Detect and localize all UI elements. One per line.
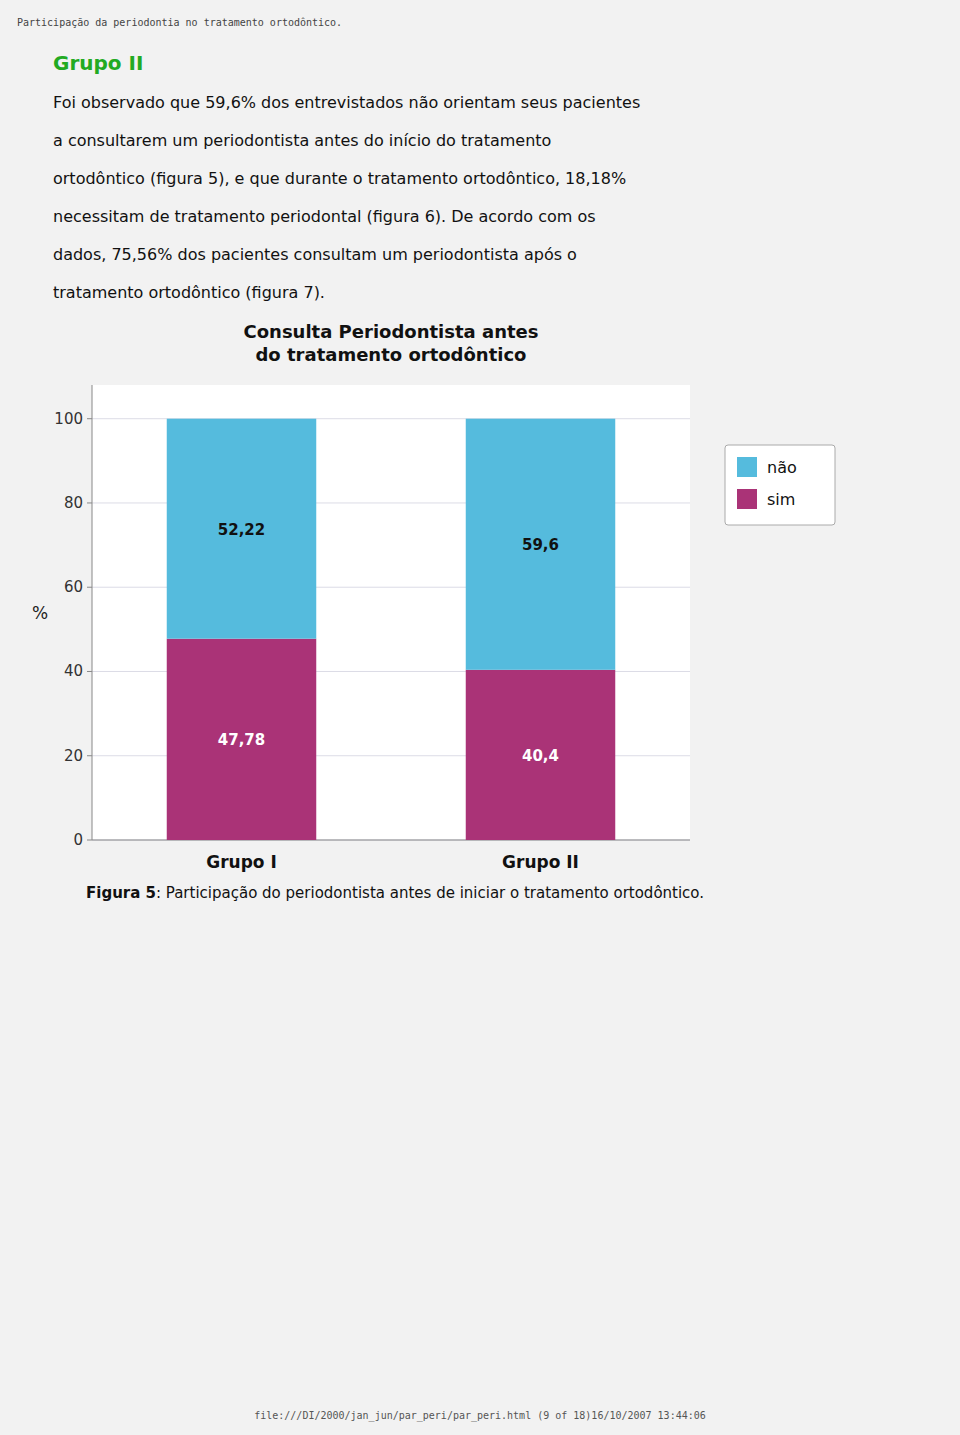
chart-title-line: Consulta Periodontista antes [244, 321, 539, 342]
y-tick-label: 60 [64, 578, 83, 596]
caption: Figura 5: Participação do periodontista … [86, 884, 704, 902]
body-line: Foi observado que 59,6% dos entrevistado… [53, 93, 640, 112]
y-tick-label: 0 [73, 831, 83, 849]
legend-entry: não [767, 458, 797, 477]
data-labels: 47,78 40,4 52,22 59,6 [218, 521, 559, 765]
page-background [0, 0, 960, 1435]
y-tick [87, 671, 92, 672]
data-label: 47,78 [218, 731, 265, 749]
bar [466, 670, 616, 840]
y-tick [87, 840, 92, 841]
body-line: necessitam de tratamento periodontal (fi… [53, 207, 596, 226]
y-tick-label: 40 [64, 662, 83, 680]
header: Participação da periodontia no tratament… [17, 17, 342, 28]
x-tick-label: Grupo I [206, 852, 277, 872]
y-tick-label: 20 [64, 747, 83, 765]
y-tick-label: 80 [64, 494, 83, 512]
page: Participação da periodontia no tratament… [0, 0, 960, 1435]
y-axis [92, 385, 93, 840]
y-tick [87, 418, 92, 419]
bars [167, 419, 616, 840]
legend-swatch [737, 457, 757, 477]
y-tick [87, 755, 92, 756]
x-tick-label: Grupo II [502, 852, 579, 872]
y-tick [87, 502, 92, 503]
data-label: 59,6 [522, 536, 559, 554]
bar [466, 419, 616, 670]
heading: Grupo II [53, 51, 143, 75]
plot-area [92, 385, 690, 840]
caption-rest: : Participação do periodontista antes de… [156, 884, 704, 902]
y-tick-label: 100 [54, 410, 83, 428]
body-line: a consultarem um periodontista antes do … [53, 131, 551, 150]
body-line: ortodôntico (figura 5), e que durante o … [53, 169, 626, 188]
y-axis-label: % [32, 603, 48, 623]
legend-swatch [737, 489, 757, 509]
body-line: tratamento ortodôntico (figura 7). [53, 283, 325, 302]
y-tick [87, 587, 92, 588]
chart-title: Consulta Periodontista antesdo tratament… [244, 321, 539, 365]
legend-entry: sim [767, 490, 795, 509]
footer: file:///DI/2000/jan_jun/par_peri/par_per… [254, 1410, 706, 1422]
caption-bold: Figura 5 [86, 884, 156, 902]
data-label: 40,4 [522, 747, 559, 765]
bar [167, 419, 317, 639]
chart-title-line: do tratamento ortodôntico [255, 344, 526, 365]
legend-frame [725, 445, 835, 525]
bar [167, 639, 317, 840]
legend: não sim [725, 445, 835, 525]
body-line: dados, 75,56% dos pacientes consultam um… [53, 245, 577, 264]
data-label: 52,22 [218, 521, 265, 539]
